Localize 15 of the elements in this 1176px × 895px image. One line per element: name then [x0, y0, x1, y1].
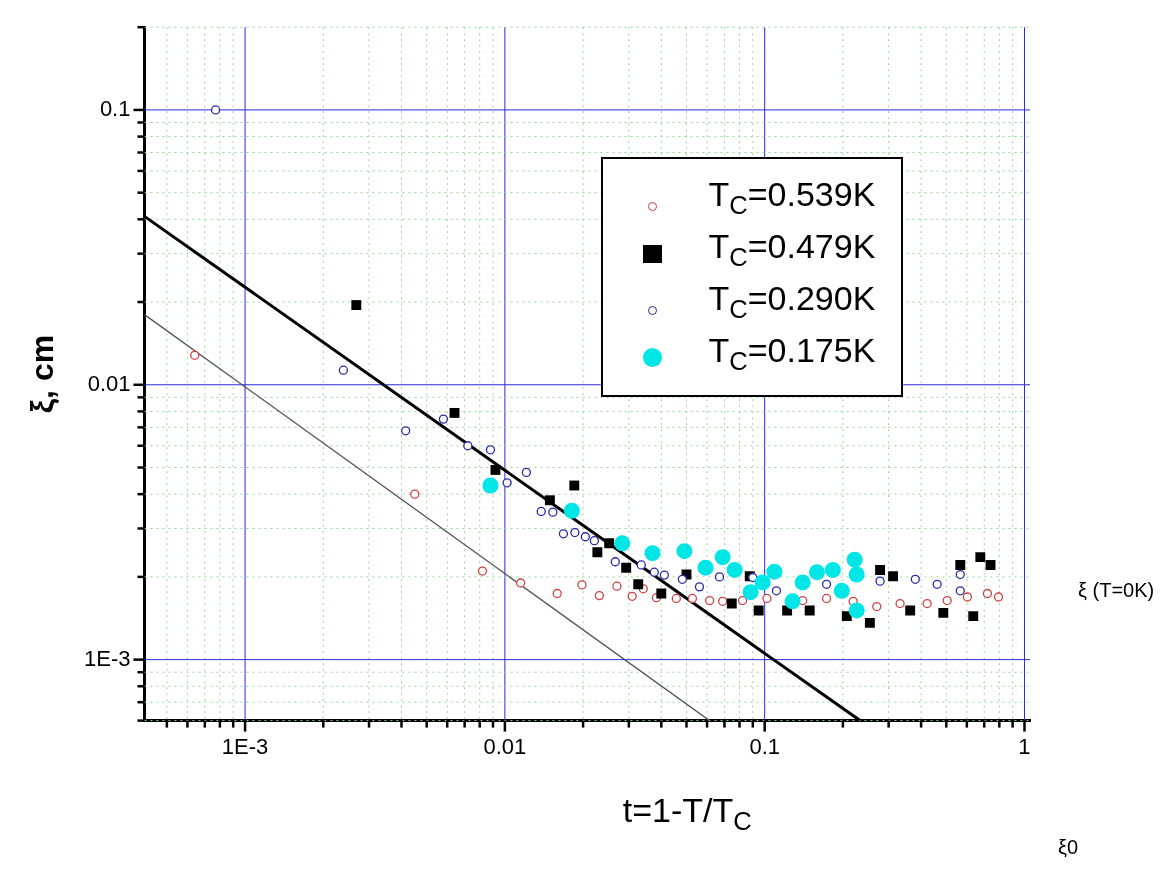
legend-label: T$_{C}$=0.539K — [708, 173, 876, 221]
x-tick-label: 0.01 — [483, 733, 527, 759]
legend-label: T$_{C}$=0.479K — [708, 225, 876, 273]
x-tick-label: 0.1 — [749, 733, 780, 759]
y-tick-label: 1E-3 — [83, 645, 131, 671]
y-tick-label: 0.01 — [87, 370, 131, 396]
x-tick-label: 1 — [1018, 733, 1031, 759]
text: ξ0 — [1058, 835, 1079, 859]
x-tick-label: 1E-3 — [221, 733, 269, 759]
y-tick-label: 0.1 — [99, 96, 131, 121]
y-axis-title: ξ, cm — [23, 334, 61, 414]
legend-label: T$_{C}$=0.290K — [708, 277, 876, 325]
text: ξ (T=0K) — [1078, 578, 1155, 602]
legend-label: T$_{C}$=0.175K — [708, 329, 876, 377]
x-axis-title: t=1-T/T$_{C}$ — [622, 790, 752, 836]
